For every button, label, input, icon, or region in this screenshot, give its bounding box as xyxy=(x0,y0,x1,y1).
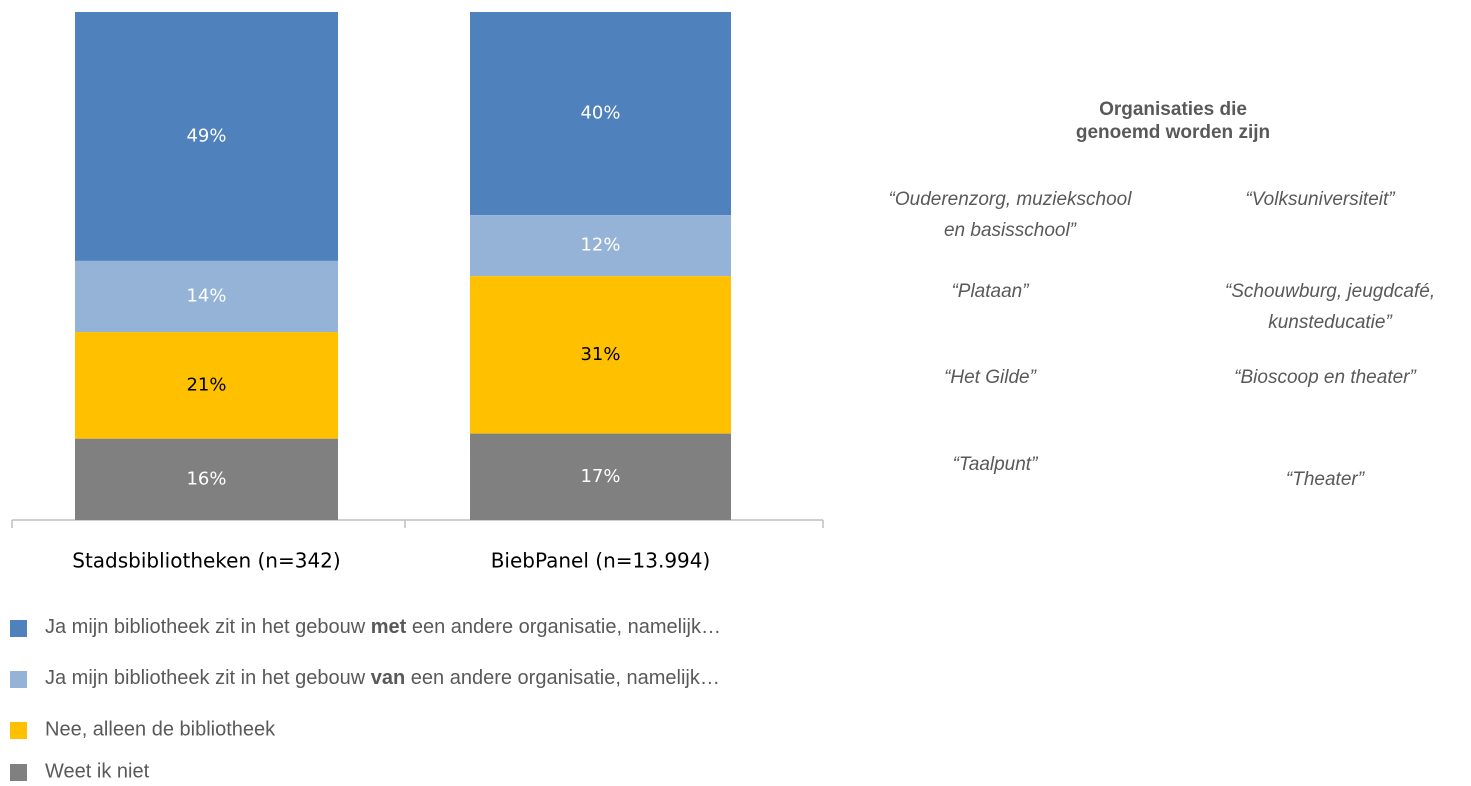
data-label: 17% xyxy=(580,466,620,487)
legend-label-part: een andere organisatie, namelijk… xyxy=(406,616,721,638)
x-tick-label: Stadsbibliotheken (n=342) xyxy=(72,549,340,573)
quote: “Schouwburg, jeugdcafé, xyxy=(1225,281,1435,302)
data-label: 12% xyxy=(580,235,620,256)
bar-segment xyxy=(75,332,338,439)
data-label: 40% xyxy=(580,103,620,124)
side-title: Organisaties die xyxy=(1099,99,1247,120)
quote: kunsteducatie” xyxy=(1268,312,1393,333)
legend-label-part: een andere organisatie, namelijk… xyxy=(405,667,720,689)
x-tick-label: BiebPanel (n=13.994) xyxy=(491,549,711,573)
bar-segment xyxy=(75,12,338,261)
bar-segment xyxy=(470,215,731,277)
bar-segment xyxy=(75,438,338,520)
quote: “Theater” xyxy=(1286,469,1366,490)
side-title: genoemd worden zijn xyxy=(1076,122,1270,143)
bar-segment xyxy=(470,12,731,216)
legend-swatch xyxy=(10,620,27,637)
data-label: 14% xyxy=(186,285,226,306)
quote: “Volksuniversiteit” xyxy=(1245,189,1396,210)
data-label: 16% xyxy=(186,468,226,489)
legend-label: Ja mijn bibliotheek zit in het gebouw me… xyxy=(45,616,721,638)
quote: “Bioscoop en theater” xyxy=(1234,367,1417,388)
quote: “Ouderenzorg, muziekschool xyxy=(889,189,1133,210)
legend-swatch xyxy=(10,671,27,688)
legend-label: Nee, alleen de bibliotheek xyxy=(45,718,276,740)
legend-swatch xyxy=(10,722,27,739)
quote: en basisschool” xyxy=(944,220,1078,241)
legend-label: Weet ik niet xyxy=(45,760,150,782)
bar-segment xyxy=(470,433,731,520)
quote: “Plataan” xyxy=(951,281,1030,302)
data-label: 21% xyxy=(186,374,226,395)
quote: “Taalpunt” xyxy=(953,454,1040,475)
quote: “Het Gilde” xyxy=(944,367,1038,388)
legend-label: Ja mijn bibliotheek zit in het gebouw va… xyxy=(45,667,720,689)
bar-segment xyxy=(75,260,338,333)
legend-swatch xyxy=(10,764,27,781)
legend-label-part: Ja mijn bibliotheek zit in het gebouw xyxy=(45,616,371,638)
data-label: 49% xyxy=(186,125,226,146)
legend-label-part: met xyxy=(371,616,407,638)
legend-label-part: Ja mijn bibliotheek zit in het gebouw xyxy=(45,667,371,689)
data-label: 31% xyxy=(580,344,620,365)
legend-label-part: van xyxy=(371,667,405,689)
bar-segment xyxy=(470,276,731,434)
